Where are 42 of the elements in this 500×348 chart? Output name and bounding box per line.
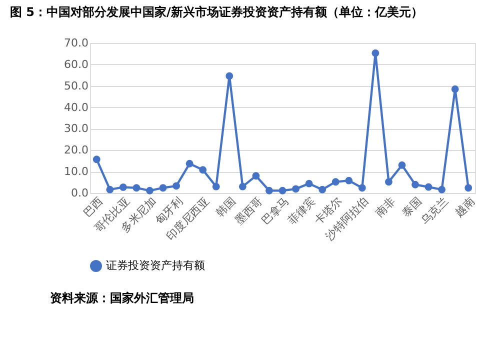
point (464, 184, 472, 192)
point (332, 178, 340, 186)
point (398, 161, 406, 169)
point (146, 186, 154, 194)
chart-title: 图 5：中国对部分发展中国家/新兴市场证券投资资产持有额（单位：亿美元） (10, 5, 423, 19)
point (132, 184, 140, 192)
point (385, 178, 392, 186)
point (318, 186, 326, 194)
point (172, 182, 180, 190)
point (186, 160, 194, 168)
y-tick-label: 10.0 (64, 165, 88, 178)
legend-label: 证券投资资产持有额 (106, 259, 205, 272)
text: 资料来源：国家外汇管理局 (50, 291, 194, 305)
y-tick-label: 20.0 (64, 144, 88, 157)
point (106, 186, 114, 194)
y-tick-label: 70.0 (64, 36, 88, 50)
point (252, 172, 260, 180)
point (305, 180, 313, 188)
point (92, 156, 100, 164)
y-tick-label: 30.0 (64, 122, 88, 136)
y-tick-label: 40.0 (64, 100, 88, 114)
point (226, 72, 234, 80)
y-tick-label: 50.0 (64, 79, 88, 92)
point (238, 182, 246, 190)
point (345, 176, 353, 184)
point (438, 186, 446, 194)
point (358, 184, 366, 192)
point (424, 183, 432, 191)
x-tick-label: 越南 (452, 194, 478, 220)
y-tick-label: 0.0 (71, 186, 88, 200)
point (199, 166, 207, 174)
point (412, 180, 419, 188)
point (119, 184, 127, 191)
point (372, 49, 380, 57)
point (212, 182, 220, 190)
point (451, 85, 459, 93)
point (266, 186, 273, 194)
point (278, 186, 286, 194)
point (159, 184, 167, 192)
x-tick-label: 南非 (372, 194, 398, 220)
y-tick-label: 60.0 (64, 58, 88, 71)
point (292, 185, 300, 193)
